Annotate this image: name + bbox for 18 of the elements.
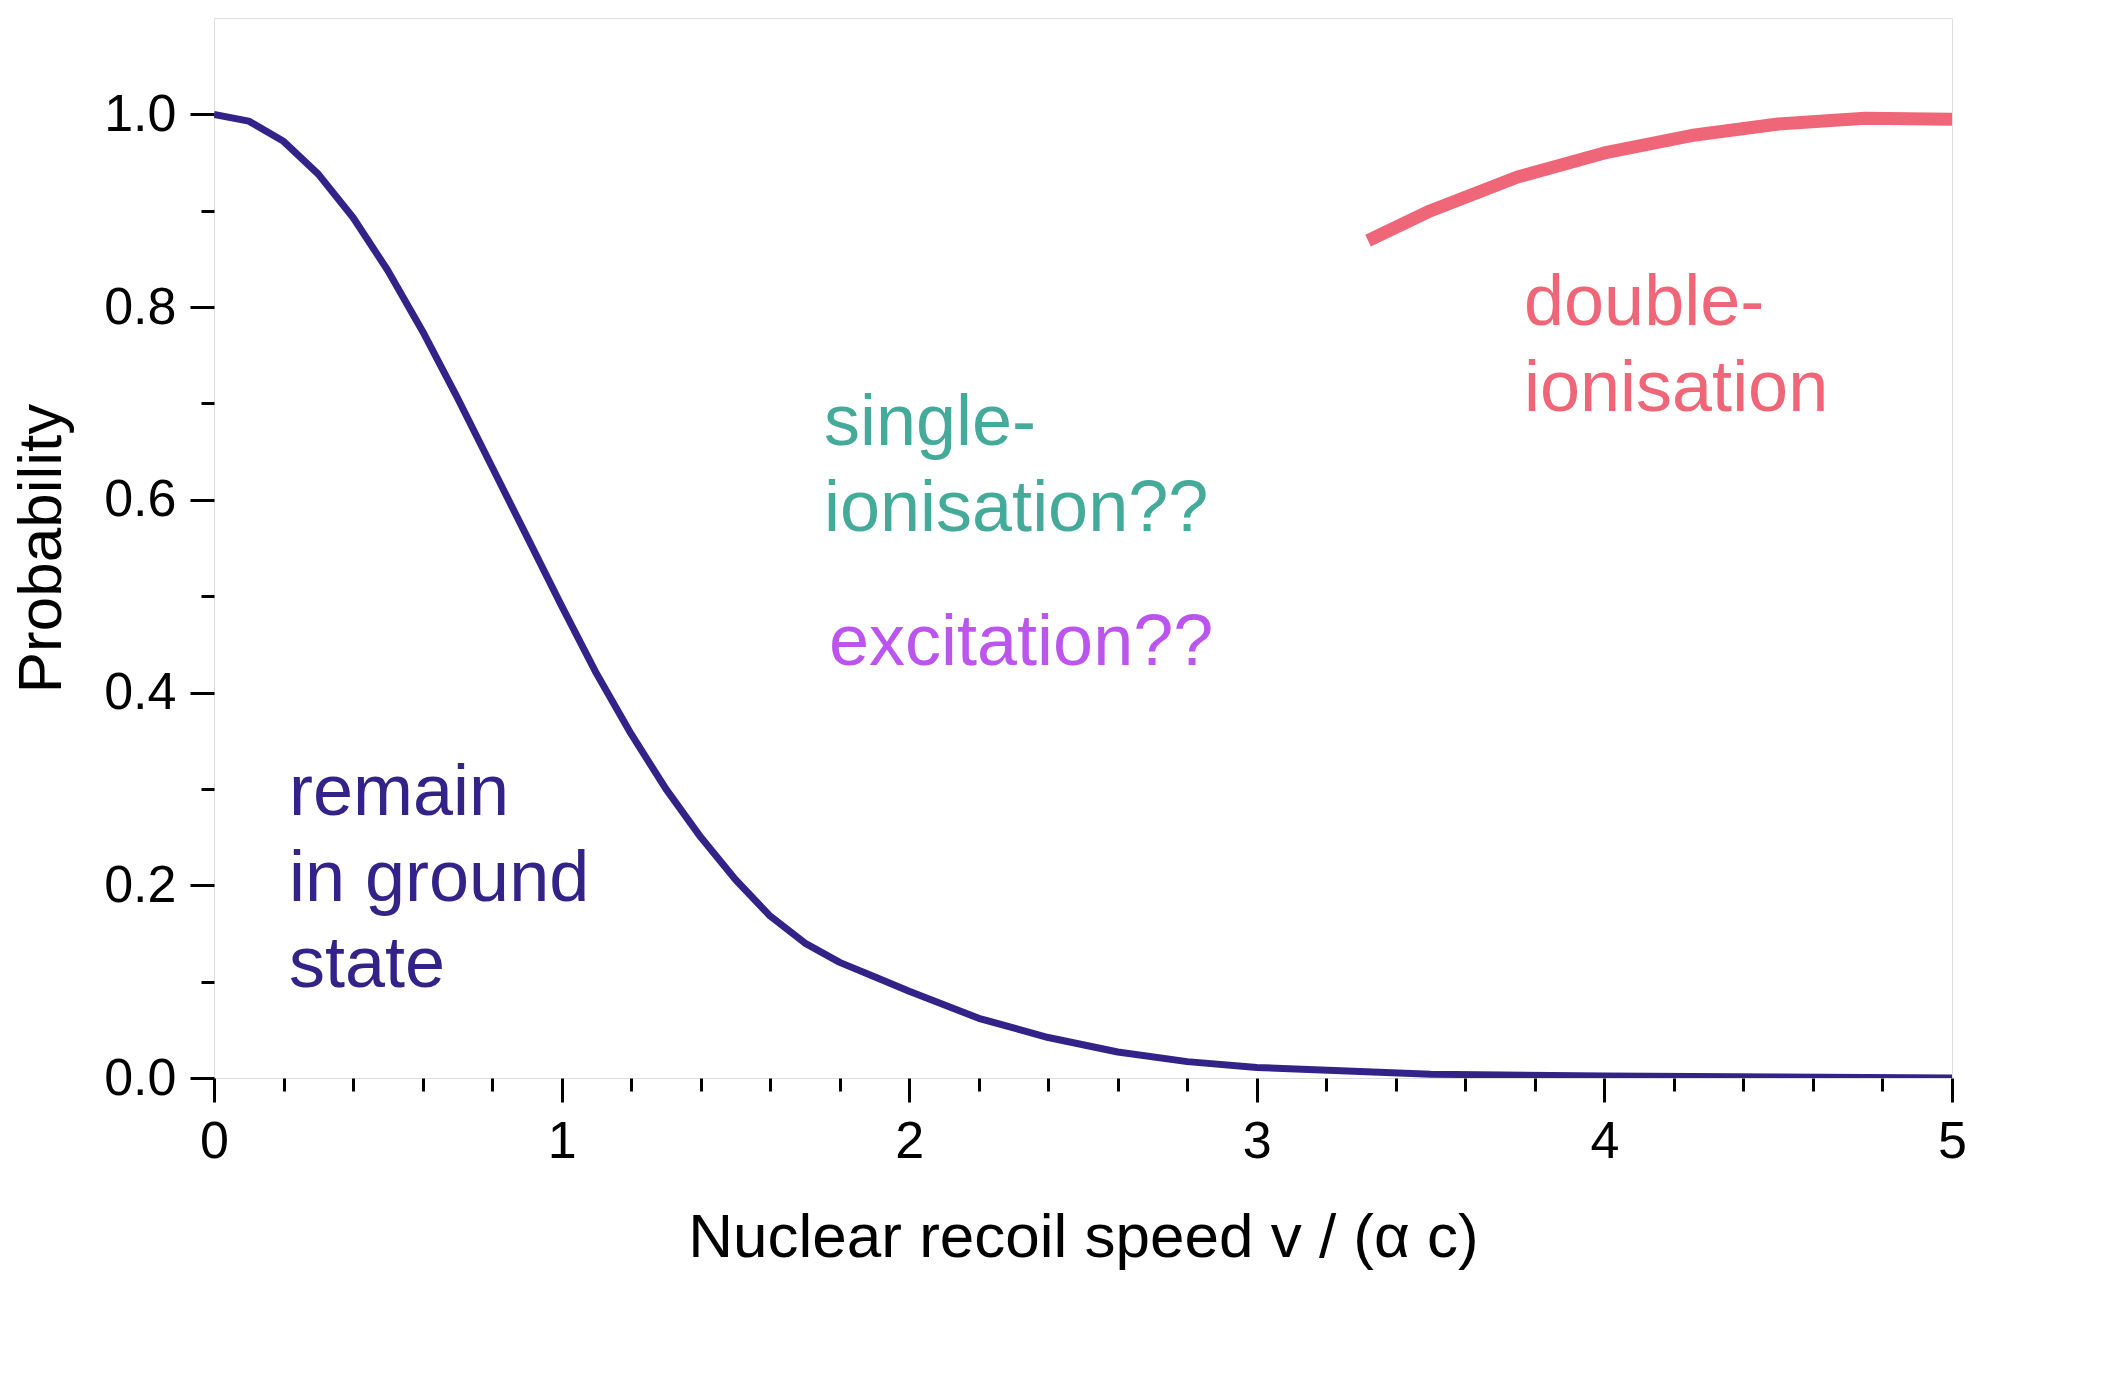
x-tick-label: 3 [1242,1110,1272,1169]
x-tick-label: 5 [1938,1110,1967,1169]
x-axis-title: Nuclear recoil speed v / (α c) [688,1200,1479,1270]
series-label: double- ionisation [1524,260,1829,426]
y-tick-label: 0.0 [104,1047,177,1106]
annotation: single- ionisation?? [824,380,1209,546]
y-tick-label: 0.8 [104,276,177,335]
y-tick-label: 1.0 [104,83,177,142]
x-tick-label: 2 [895,1110,925,1169]
annotation: excitation?? [829,600,1214,680]
y-tick-label: 0.2 [104,854,177,913]
x-tick-label: 1 [547,1110,577,1169]
x-tick-label: 4 [1590,1110,1620,1169]
y-axis-title: Probability [5,403,75,694]
series-label: remain in ground state [289,750,590,1002]
x-tick-label: 0 [200,1110,229,1169]
y-tick-label: 0.4 [104,662,177,721]
y-tick-label: 0.6 [104,469,177,528]
